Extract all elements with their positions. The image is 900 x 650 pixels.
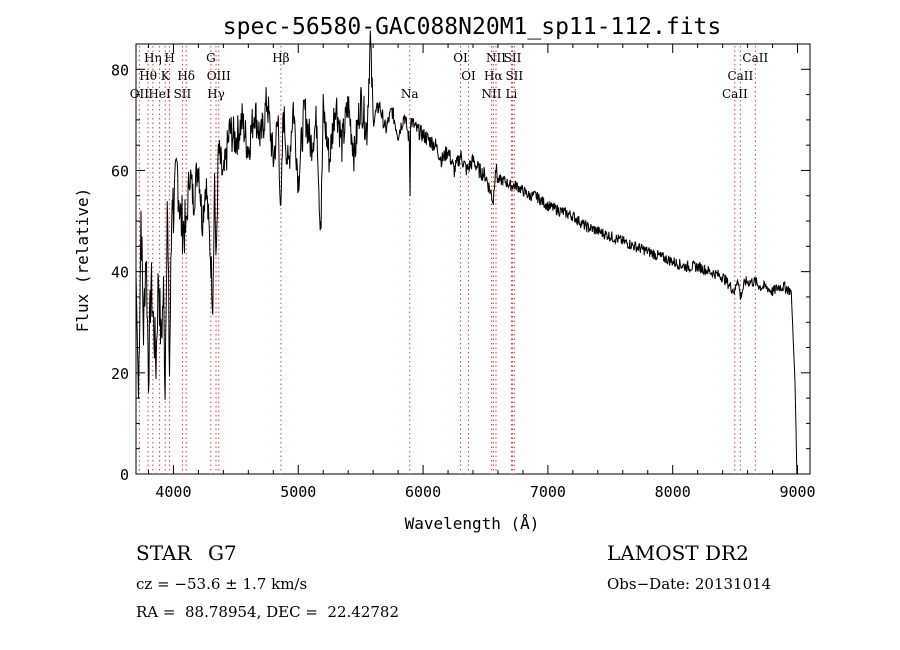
obs-date: Obs−Date: 20131014 bbox=[607, 575, 772, 593]
spectral-line-label: Hβ bbox=[272, 51, 289, 65]
spectral-line-label: OI bbox=[461, 69, 476, 83]
y-tick-label: 60 bbox=[111, 162, 129, 180]
x-axis-label: Wavelength (Å) bbox=[405, 514, 540, 533]
y-tick-label: 0 bbox=[120, 466, 129, 484]
spectral-line-label: HeI bbox=[148, 87, 171, 101]
y-tick-label: 80 bbox=[111, 61, 129, 79]
spectral-line-label: NII bbox=[481, 87, 501, 101]
spectral-line-label: CaII bbox=[742, 51, 768, 65]
x-tick-label: 6000 bbox=[405, 483, 441, 501]
spectral-line-label: CaII bbox=[722, 87, 748, 101]
spectral-line-label: Hθ bbox=[139, 69, 157, 83]
y-tick-label: 40 bbox=[111, 264, 129, 282]
survey-name: LAMOST DR2 bbox=[607, 541, 749, 565]
spectral-line-label: K bbox=[161, 69, 171, 83]
coordinates-readout: RA = 88.78954, DEC = 22.42782 bbox=[136, 603, 400, 621]
y-axis-label: Flux (relative) bbox=[73, 188, 92, 333]
x-tick-label: 9000 bbox=[779, 483, 815, 501]
spectral-line-label: H bbox=[164, 51, 174, 65]
spectral-line-label: Hγ bbox=[207, 87, 225, 101]
plot-frame bbox=[135, 43, 811, 475]
x-tick-label: 8000 bbox=[655, 483, 691, 501]
x-tick-label: 7000 bbox=[530, 483, 566, 501]
y-tick-label: 20 bbox=[111, 365, 129, 383]
object-class: STAR bbox=[136, 541, 192, 565]
spectral-line-label: OI bbox=[453, 51, 468, 65]
spectral-line-label: SII bbox=[505, 69, 523, 83]
spectral-line-label: G bbox=[206, 51, 216, 65]
spectral-line-label: SII bbox=[504, 51, 522, 65]
x-tick-label: 5000 bbox=[280, 483, 316, 501]
spectral-line-label: Li bbox=[506, 87, 518, 101]
redshift-readout: cz = −53.6 ± 1.7 km/s bbox=[136, 575, 308, 593]
spectral-line-label: Hδ bbox=[177, 69, 195, 83]
spectral-line-label: NII bbox=[486, 51, 506, 65]
spectral-line-label: Na bbox=[401, 87, 419, 101]
spectral-line-label: OIII bbox=[207, 69, 231, 83]
spectrum-series-line bbox=[135, 30, 798, 475]
spectral-line-label: OII bbox=[130, 87, 150, 101]
spectral-line-label: CaII bbox=[727, 69, 753, 83]
chart-title: spec-56580-GAC088N20M1_sp11-112.fits bbox=[223, 14, 722, 40]
spectral-line-label: Hη bbox=[144, 51, 162, 65]
spectral-line-label: SII bbox=[174, 87, 192, 101]
spectral-line-label: Hα bbox=[484, 69, 503, 83]
object-subclass: G7 bbox=[208, 541, 237, 565]
x-tick-label: 4000 bbox=[155, 483, 191, 501]
